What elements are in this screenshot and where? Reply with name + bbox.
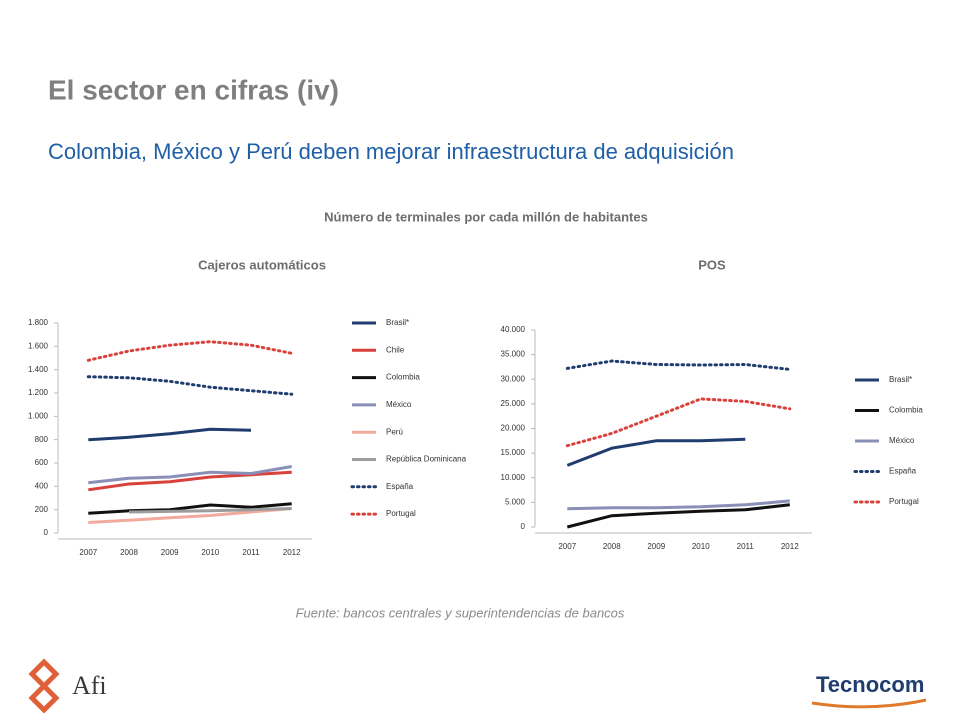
y-tick-label: 200 (35, 505, 49, 514)
y-tick-label: 20.000 (501, 424, 526, 433)
x-tick-label: 2007 (558, 542, 576, 551)
legend-label: República Dominicana (386, 455, 467, 464)
y-tick-label: 600 (35, 458, 49, 467)
slide-subtitle: Colombia, México y Perú deben mejorar in… (48, 139, 734, 164)
y-tick-label: 5.000 (505, 497, 526, 506)
y-tick-label: 0 (521, 522, 526, 531)
legend-label: Brasil* (386, 318, 409, 327)
x-tick-label: 2011 (737, 542, 755, 551)
afi-logo: Afi (28, 658, 107, 714)
chart-title: POS (698, 257, 726, 272)
legend-label: Brasil* (889, 375, 912, 384)
y-tick-label: 1.800 (28, 318, 49, 327)
series-line (88, 470, 292, 492)
y-tick-label: 800 (35, 435, 49, 444)
tecnocom-logo: Tecnocom (816, 672, 924, 697)
y-tick-label: 1.000 (28, 411, 49, 420)
x-tick-label: 2008 (120, 548, 138, 557)
source: Fuente: bancos centrales y superintenden… (296, 605, 625, 620)
series-line (88, 502, 292, 515)
y-tick-label: 25.000 (501, 399, 526, 408)
series-line (566, 503, 790, 529)
slide-title: El sector en cifras (iv) (48, 74, 339, 105)
y-tick-label: 1.400 (28, 365, 49, 374)
legend-label: España (889, 467, 917, 476)
x-tick-label: 2009 (161, 548, 179, 557)
afi-icon (28, 658, 60, 714)
x-tick-label: 2007 (79, 548, 97, 557)
legend-label: Chile (386, 345, 405, 354)
series-line (86, 375, 294, 396)
series-line (86, 340, 294, 362)
legend-label: Colombia (386, 373, 420, 382)
y-tick-label: 30.000 (501, 374, 526, 383)
series-line (88, 427, 252, 442)
y-tick-label: 400 (35, 481, 49, 490)
legend-label: Perú (386, 427, 403, 436)
legend-label: México (386, 400, 412, 409)
x-tick-label: 2012 (781, 542, 799, 551)
x-tick-label: 2009 (647, 542, 665, 551)
series-line (565, 359, 792, 371)
series-line (565, 397, 792, 448)
y-tick-label: 10.000 (501, 473, 526, 482)
series-line (566, 437, 746, 467)
y-tick-label: 40.000 (501, 325, 526, 334)
x-tick-label: 2012 (283, 548, 301, 557)
series-line (88, 465, 292, 485)
legend-label: México (889, 436, 915, 445)
x-tick-label: 2010 (201, 548, 219, 557)
legend-label: Portugal (889, 497, 919, 506)
tecnocom-swoosh (811, 698, 927, 709)
y-tick-label: 1.200 (28, 388, 49, 397)
chart-heading: Número de terminales por cada millón de … (324, 209, 648, 224)
x-tick-label: 2010 (692, 542, 710, 551)
afi-text: Afi (72, 671, 107, 700)
x-tick-label: 2011 (242, 548, 260, 557)
legend-label: Portugal (386, 509, 416, 518)
y-tick-label: 1.600 (28, 341, 49, 350)
y-tick-label: 0 (44, 528, 49, 537)
series-line (128, 507, 292, 514)
legend-label: España (386, 482, 414, 491)
series-line (567, 499, 790, 511)
y-tick-label: 35.000 (501, 350, 526, 359)
legend-label: Colombia (889, 406, 923, 415)
series-line (88, 507, 292, 524)
y-tick-label: 15.000 (501, 448, 526, 457)
x-tick-label: 2008 (603, 542, 621, 551)
chart-title: Cajeros automáticos (198, 257, 326, 272)
